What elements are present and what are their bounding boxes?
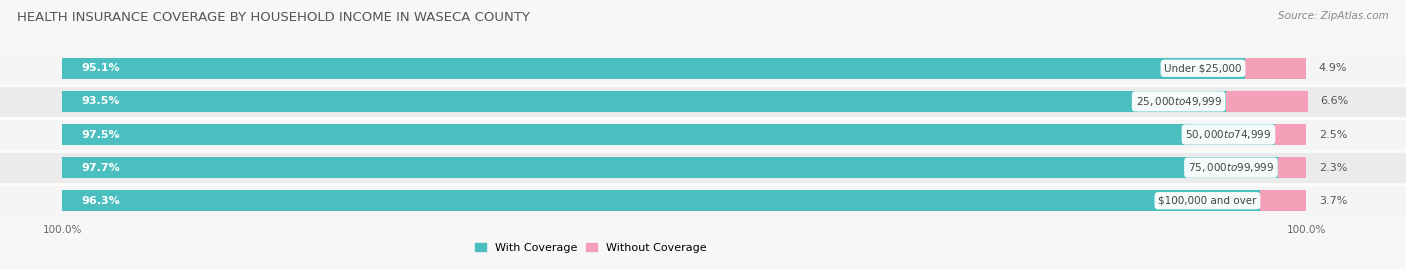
- Bar: [1246, 58, 1306, 79]
- Bar: [62, 58, 1246, 79]
- Bar: [0, 184, 1406, 217]
- Text: 2.5%: 2.5%: [1319, 129, 1347, 140]
- Bar: [0, 151, 1406, 184]
- Text: 3.7%: 3.7%: [1319, 196, 1347, 206]
- Text: 96.3%: 96.3%: [82, 196, 120, 206]
- Bar: [62, 190, 1260, 211]
- Bar: [1260, 190, 1306, 211]
- Bar: [62, 124, 1306, 145]
- Bar: [0, 52, 1406, 85]
- Text: Under $25,000: Under $25,000: [1164, 63, 1241, 73]
- Text: $75,000 to $99,999: $75,000 to $99,999: [1188, 161, 1274, 174]
- Text: 97.5%: 97.5%: [82, 129, 120, 140]
- Text: 93.5%: 93.5%: [82, 96, 120, 107]
- Text: HEALTH INSURANCE COVERAGE BY HOUSEHOLD INCOME IN WASECA COUNTY: HEALTH INSURANCE COVERAGE BY HOUSEHOLD I…: [17, 11, 530, 24]
- Bar: [62, 157, 1278, 178]
- Bar: [62, 91, 1306, 112]
- Text: Source: ZipAtlas.com: Source: ZipAtlas.com: [1278, 11, 1389, 21]
- Bar: [0, 118, 1406, 151]
- Text: 2.3%: 2.3%: [1319, 162, 1347, 173]
- Text: 4.9%: 4.9%: [1319, 63, 1347, 73]
- Bar: [62, 91, 1226, 112]
- Bar: [1226, 91, 1308, 112]
- Text: $50,000 to $74,999: $50,000 to $74,999: [1185, 128, 1271, 141]
- Text: 6.6%: 6.6%: [1320, 96, 1348, 107]
- Text: $25,000 to $49,999: $25,000 to $49,999: [1136, 95, 1222, 108]
- Bar: [62, 124, 1275, 145]
- Bar: [62, 190, 1306, 211]
- Bar: [62, 58, 1306, 79]
- Bar: [62, 157, 1306, 178]
- Bar: [1275, 124, 1306, 145]
- Text: $100,000 and over: $100,000 and over: [1159, 196, 1257, 206]
- Bar: [1278, 157, 1306, 178]
- Text: 95.1%: 95.1%: [82, 63, 120, 73]
- Legend: With Coverage, Without Coverage: With Coverage, Without Coverage: [475, 243, 706, 253]
- Bar: [0, 85, 1406, 118]
- Text: 97.7%: 97.7%: [82, 162, 120, 173]
